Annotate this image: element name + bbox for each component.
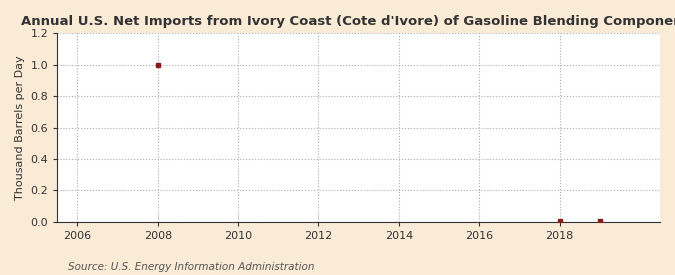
Text: Source: U.S. Energy Information Administration: Source: U.S. Energy Information Administ… <box>68 262 314 272</box>
Y-axis label: Thousand Barrels per Day: Thousand Barrels per Day <box>15 55 25 200</box>
Title: Annual U.S. Net Imports from Ivory Coast (Cote d'Ivore) of Gasoline Blending Com: Annual U.S. Net Imports from Ivory Coast… <box>21 15 675 28</box>
